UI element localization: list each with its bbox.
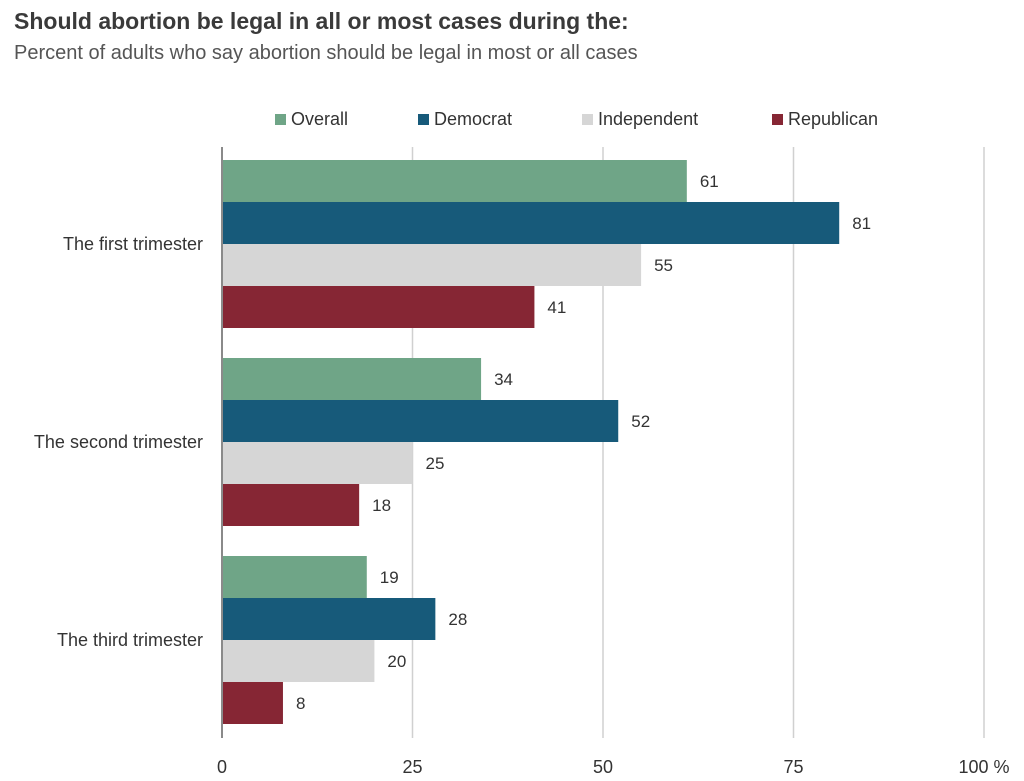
x-tick-label: 50 [593, 757, 613, 777]
legend-swatch-democrat [418, 114, 429, 125]
value-label-republican: 41 [547, 298, 566, 317]
bar-republican-the-second-trimester [222, 484, 360, 526]
x-tick-label: 100 % [958, 757, 1009, 777]
bar-overall-the-second-trimester [222, 358, 482, 400]
value-label-independent: 20 [387, 652, 406, 671]
value-label-democrat: 28 [448, 610, 467, 629]
legend-label-overall: Overall [291, 109, 348, 129]
bar-independent-the-third-trimester [222, 640, 375, 682]
legend-label-republican: Republican [788, 109, 878, 129]
value-label-democrat: 81 [852, 214, 871, 233]
legend-label-independent: Independent [598, 109, 698, 129]
bar-independent-the-second-trimester [222, 442, 413, 484]
bar-overall-the-third-trimester [222, 556, 367, 598]
data-labels: 61 81 55 41 34 52 25 18 19 28 20 8 [296, 172, 871, 713]
bar-overall-the-first-trimester [222, 160, 687, 202]
bar-democrat-the-third-trimester [222, 598, 436, 640]
category-label: The first trimester [63, 234, 203, 254]
value-label-republican: 8 [296, 694, 305, 713]
bars [222, 160, 840, 724]
x-tick-label: 25 [402, 757, 422, 777]
bar-republican-the-third-trimester [222, 682, 283, 724]
value-label-independent: 25 [426, 454, 445, 473]
value-label-democrat: 52 [631, 412, 650, 431]
chart-subtitle: Percent of adults who say abortion shoul… [14, 42, 638, 64]
category-label: The third trimester [57, 630, 203, 650]
legend-swatch-republican [772, 114, 783, 125]
bar-independent-the-first-trimester [222, 244, 642, 286]
x-tick-label: 75 [783, 757, 803, 777]
chart-title: Should abortion be legal in all or most … [14, 8, 629, 34]
value-label-independent: 55 [654, 256, 673, 275]
legend-swatch-overall [275, 114, 286, 125]
value-label-overall: 34 [494, 370, 513, 389]
legend-label-democrat: Democrat [434, 109, 512, 129]
legend-swatch-independent [582, 114, 593, 125]
bar-republican-the-first-trimester [222, 286, 535, 328]
axis: 0 25 50 75 100 % The first trimester The secon… [34, 147, 1010, 777]
x-tick-label: 0 [217, 757, 227, 777]
value-label-overall: 61 [700, 172, 719, 191]
bar-democrat-the-second-trimester [222, 400, 619, 442]
legend: Overall Democrat Independent Republican [275, 109, 878, 129]
value-label-republican: 18 [372, 496, 391, 515]
value-label-overall: 19 [380, 568, 399, 587]
bar-democrat-the-first-trimester [222, 202, 840, 244]
category-label: The second trimester [34, 432, 203, 452]
